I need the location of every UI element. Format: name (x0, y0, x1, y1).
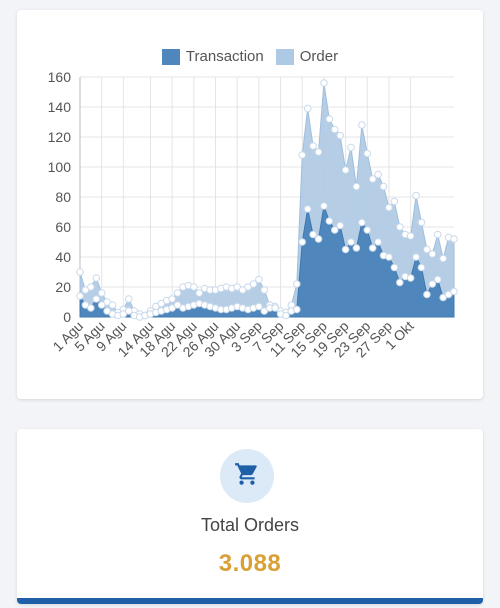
point-transaction-47 (330, 226, 339, 234)
point-transaction-41 (298, 238, 307, 246)
point-transaction-55 (374, 238, 382, 246)
y-tick-label-6: 120 (48, 129, 72, 145)
point-transaction-65 (428, 280, 437, 288)
point-order-53 (363, 149, 372, 158)
icon-circle (220, 449, 274, 503)
point-transaction-63 (417, 263, 426, 272)
point-transaction-3 (92, 295, 101, 303)
point-transaction-64 (423, 290, 431, 299)
point-order-66 (433, 230, 442, 239)
legend-item-order[interactable]: Order (275, 48, 339, 65)
point-transaction-45 (320, 202, 328, 210)
point-transaction-43 (309, 230, 317, 239)
point-transaction-2 (87, 304, 95, 312)
point-order-45 (320, 79, 328, 87)
point-order-6 (108, 301, 117, 309)
y-tick-label-2: 40 (55, 249, 71, 265)
point-order-55 (374, 170, 382, 179)
legend-swatch-order (275, 48, 294, 65)
point-order-59 (396, 223, 404, 231)
legend-swatch-transaction (161, 48, 180, 65)
point-order-44 (314, 148, 323, 156)
shopping-cart-icon (234, 461, 260, 492)
point-order-62 (412, 191, 420, 200)
chart-card: Transaction Order 0 20 40 60 80 100 120 140 160 1… (17, 10, 483, 399)
point-transaction-62 (412, 253, 420, 261)
point-transaction-52 (358, 218, 366, 227)
point-order-21 (190, 283, 198, 291)
point-transaction-50 (347, 238, 355, 246)
total-orders-value: 3.088 (218, 550, 282, 577)
point-order-17 (168, 295, 176, 303)
point-order-50 (347, 143, 355, 152)
point-order-4 (97, 289, 106, 297)
point-order-67 (439, 254, 447, 263)
point-transaction-58 (390, 263, 399, 272)
point-transaction-40 (293, 305, 301, 314)
point-transaction-53 (363, 226, 372, 234)
point-order-42 (303, 104, 312, 113)
point-order-41 (298, 151, 307, 159)
point-order-18 (173, 289, 182, 297)
point-order-33 (255, 275, 263, 284)
point-transaction-33 (255, 302, 263, 311)
point-order-48 (336, 131, 344, 140)
point-transaction-49 (341, 245, 350, 254)
point-order-22 (195, 289, 204, 297)
point-order-54 (368, 175, 377, 183)
total-orders-label: Total Orders (200, 515, 300, 535)
point-order-34 (260, 286, 269, 294)
point-transaction-54 (368, 244, 377, 252)
card-accent-bar (17, 598, 483, 604)
point-transaction-4 (97, 301, 106, 309)
y-tick-label-7: 140 (48, 99, 72, 115)
point-order-61 (406, 232, 415, 240)
point-order-43 (309, 142, 317, 150)
point-order-56 (379, 182, 388, 191)
total-orders-card: Total Orders 3.088 (17, 429, 483, 604)
point-transaction-61 (406, 274, 415, 282)
point-order-57 (385, 203, 393, 212)
point-transaction-9 (124, 307, 133, 315)
point-order-32 (249, 280, 258, 288)
point-transaction-44 (314, 235, 323, 243)
chart-legend: Transaction Order (17, 48, 483, 65)
legend-label-transaction: Transaction (185, 48, 264, 65)
point-transaction-59 (396, 278, 404, 287)
y-tick-label-1: 20 (55, 279, 71, 295)
point-order-65 (428, 250, 437, 258)
y-tick-label-8: 160 (48, 69, 72, 85)
point-order-49 (341, 166, 350, 174)
point-transaction-69 (450, 287, 458, 296)
point-order-3 (92, 274, 101, 282)
legend-item-transaction[interactable]: Transaction (161, 48, 264, 65)
point-transaction-46 (325, 217, 334, 225)
point-transaction-0 (76, 292, 84, 300)
y-tick-label-5: 100 (48, 159, 72, 175)
point-order-63 (417, 218, 426, 227)
point-transaction-36 (271, 304, 279, 312)
point-order-58 (390, 197, 399, 206)
point-transaction-57 (385, 253, 393, 261)
point-order-9 (124, 295, 133, 303)
point-order-47 (330, 125, 339, 134)
point-order-46 (325, 115, 334, 123)
point-transaction-66 (433, 275, 442, 284)
point-transaction-51 (352, 244, 361, 252)
point-order-69 (450, 235, 458, 243)
legend-label-order: Order (299, 48, 339, 65)
point-transaction-38 (282, 311, 290, 320)
point-transaction-48 (336, 221, 344, 230)
point-order-52 (358, 121, 366, 129)
point-order-51 (352, 182, 361, 191)
y-tick-label-3: 60 (55, 219, 71, 235)
y-tick-label-4: 80 (55, 189, 71, 205)
point-order-2 (87, 283, 95, 291)
point-transaction-42 (303, 205, 312, 213)
y-tick-label-0: 0 (63, 309, 71, 325)
point-order-0 (76, 268, 84, 276)
point-order-40 (293, 280, 301, 288)
point-order-64 (423, 245, 431, 254)
